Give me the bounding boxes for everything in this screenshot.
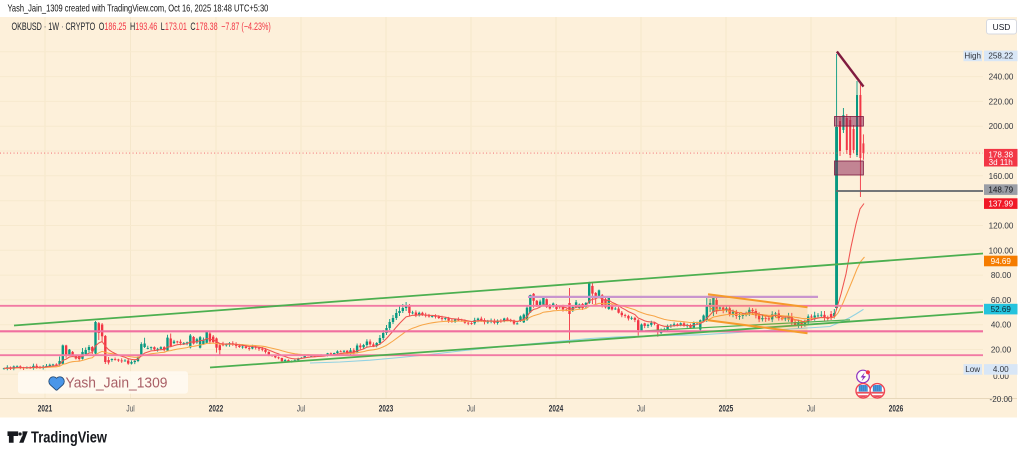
svg-text:3d 11h: 3d 11h [989,158,1013,167]
svg-text:178.38: 178.38 [988,150,1013,159]
svg-text:Jul: Jul [807,403,815,413]
svg-text:52.69: 52.69 [991,305,1012,314]
svg-text:USD: USD [993,22,1011,32]
svg-text:OKBUSD · 1W · CRYPTO O186.25 H: OKBUSD · 1W · CRYPTO O186.25 H193.46 L17… [12,20,271,32]
svg-text:258.22: 258.22 [988,52,1013,61]
svg-text:2022: 2022 [209,403,224,413]
svg-text:40.00: 40.00 [991,321,1012,330]
svg-text:160.00: 160.00 [989,172,1014,181]
svg-text:100.00: 100.00 [989,246,1014,255]
svg-text:2021: 2021 [38,403,53,413]
svg-text:148.79: 148.79 [988,186,1013,195]
svg-text:137.99: 137.99 [988,200,1013,209]
svg-text:20.00: 20.00 [991,346,1012,355]
svg-text:-20.00: -20.00 [990,395,1013,404]
svg-text:240.00: 240.00 [989,73,1014,82]
svg-text:Yash_Jain_1309: Yash_Jain_1309 [66,376,168,392]
svg-text:120.00: 120.00 [989,222,1014,231]
svg-text:220.00: 220.00 [989,97,1014,106]
svg-text:80.00: 80.00 [991,271,1012,280]
svg-text:94.69: 94.69 [991,257,1012,266]
svg-text:Jul: Jul [126,403,134,413]
svg-text:TradingView: TradingView [31,429,108,446]
svg-text:2026: 2026 [889,403,904,413]
svg-text:4.00: 4.00 [993,365,1009,374]
svg-text:2024: 2024 [549,403,564,413]
svg-text:Jul: Jul [637,403,645,413]
svg-text:60.00: 60.00 [991,296,1012,305]
svg-text:2025: 2025 [719,403,734,413]
svg-text:Yash_Jain_1309 created with Tr: Yash_Jain_1309 created with TradingView.… [8,2,269,13]
svg-text:Jul: Jul [297,403,305,413]
svg-text:200.00: 200.00 [989,122,1014,131]
svg-text:0.00: 0.00 [993,372,1009,381]
svg-text:High: High [964,52,981,61]
svg-text:2023: 2023 [379,403,394,413]
svg-text:Jul: Jul [467,403,475,413]
svg-text:Low: Low [965,365,980,374]
